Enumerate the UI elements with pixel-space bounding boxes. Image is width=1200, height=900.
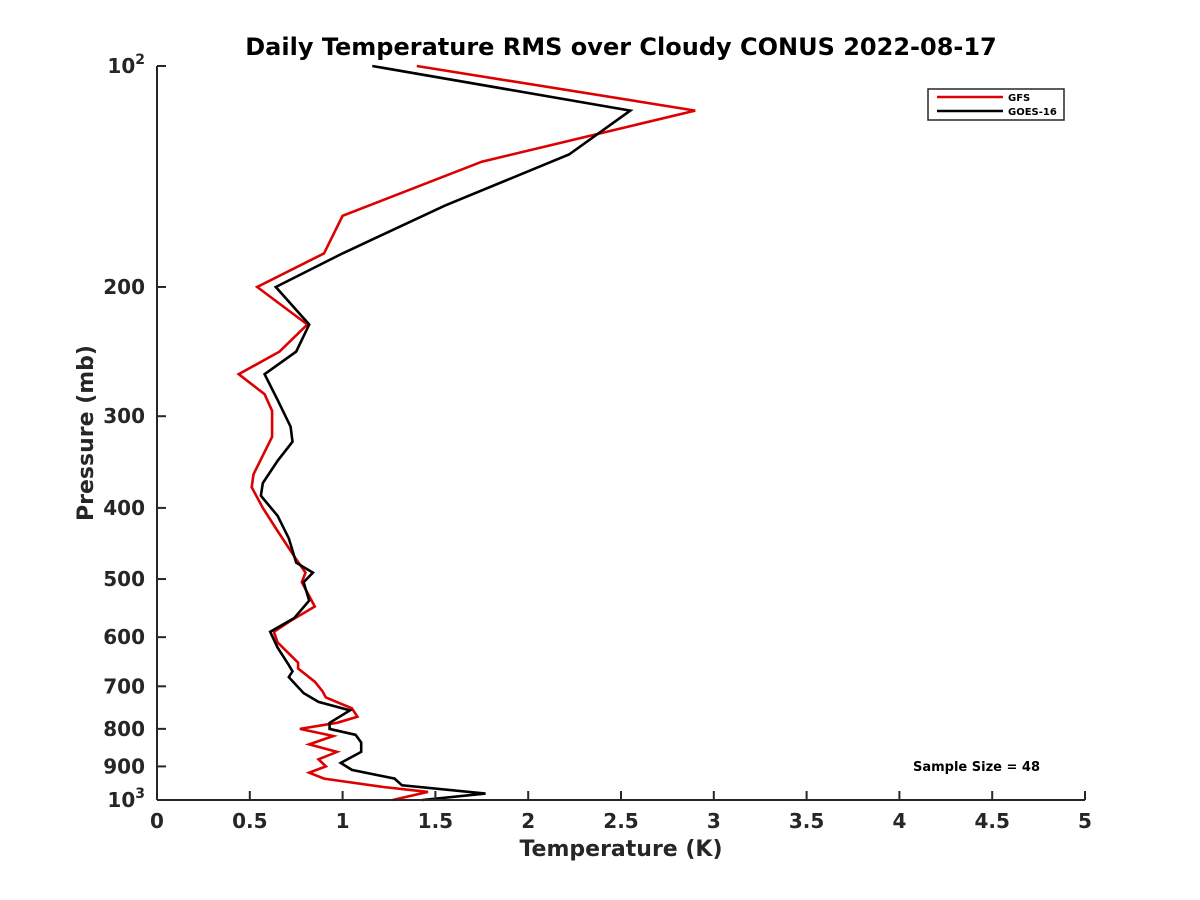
sample-size-annotation: Sample Size = 48 xyxy=(913,760,1040,775)
legend: GFS GOES-16 xyxy=(927,88,1065,121)
x-tick-label: 2.5 xyxy=(603,809,638,833)
legend-box xyxy=(927,88,1065,121)
x-tick-label: 0.5 xyxy=(232,809,267,833)
chart-title: Daily Temperature RMS over Cloudy CONUS … xyxy=(245,33,997,61)
x-tick-label: 0 xyxy=(150,809,164,833)
legend-label-goes-16: GOES-16 xyxy=(1008,107,1057,118)
y-tick-label: 700 xyxy=(103,674,145,698)
y-tick-label: 400 xyxy=(103,496,145,520)
x-tick-label: 4 xyxy=(892,809,906,833)
x-axis-label: Temperature (K) xyxy=(519,837,722,862)
x-tick-label: 1.5 xyxy=(418,809,453,833)
x-tick-label: 3 xyxy=(707,809,721,833)
x-tick-label: 3.5 xyxy=(789,809,824,833)
y-tick-label: 103 xyxy=(107,786,145,812)
series-line-goes-16 xyxy=(259,64,634,802)
y-tick-label: 500 xyxy=(103,567,145,591)
y-tick-label: 200 xyxy=(103,275,145,299)
x-ticks: 0 0.5 1 1.5 2 2.5 3 3.5 4 4.5 5 xyxy=(150,791,1092,833)
y-ticks: 102 200 300 400 500 600 700 800 900 103 xyxy=(103,52,166,812)
y-tick-label: 800 xyxy=(103,717,145,741)
x-tick-label: 4.5 xyxy=(974,809,1009,833)
legend-label-gfs: GFS xyxy=(1008,93,1030,104)
y-tick-label: 900 xyxy=(103,754,145,778)
y-axis-label: Pressure (mb) xyxy=(74,345,99,521)
x-tick-label: 5 xyxy=(1078,809,1092,833)
y-tick-label: 102 xyxy=(107,52,145,78)
series-layer xyxy=(236,64,696,802)
y-tick-label: 600 xyxy=(103,625,145,649)
x-tick-label: 2 xyxy=(521,809,535,833)
y-tick-label: 300 xyxy=(103,404,145,428)
x-tick-label: 1 xyxy=(336,809,350,833)
